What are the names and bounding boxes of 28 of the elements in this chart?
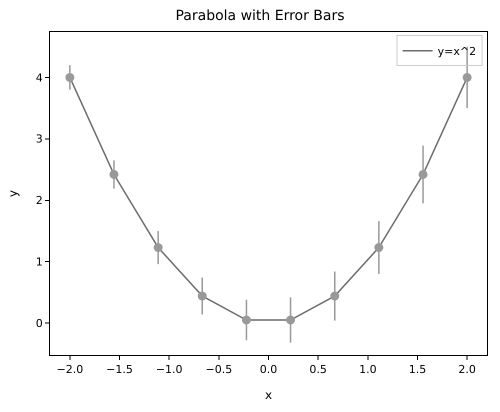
point [242,316,251,324]
point [109,170,118,179]
x-axis-title: x [264,388,272,402]
x-tick-label: −0.5 [205,363,232,376]
x-tick-label: 0.0 [260,363,278,376]
y-tick-label: 4 [36,71,43,84]
point [154,243,163,252]
x-tick-label: 2.0 [458,363,476,376]
point [65,72,74,82]
point [330,292,340,301]
y-tick-label: 3 [36,132,43,146]
y-axis-title: y [6,190,20,198]
x-tick-label: 1.5 [408,363,426,376]
y-tick-label: 1 [36,256,43,269]
x-tick-label: −2.0 [56,363,84,376]
point [286,316,296,324]
point [198,292,207,301]
point [374,243,384,252]
x-tick-label: −1.0 [156,363,183,376]
legend-label: y=x^2 [438,45,476,58]
y-tick-label: 0 [36,316,43,330]
chart-title: Parabola with Error Bars [175,8,345,24]
x-tick-label: −1.5 [106,363,133,376]
y-tick-label: 2 [36,194,43,208]
point [462,72,472,82]
x-tick-label: 1.0 [359,363,377,376]
point [418,170,428,179]
x-tick-label: 0.5 [309,363,327,376]
